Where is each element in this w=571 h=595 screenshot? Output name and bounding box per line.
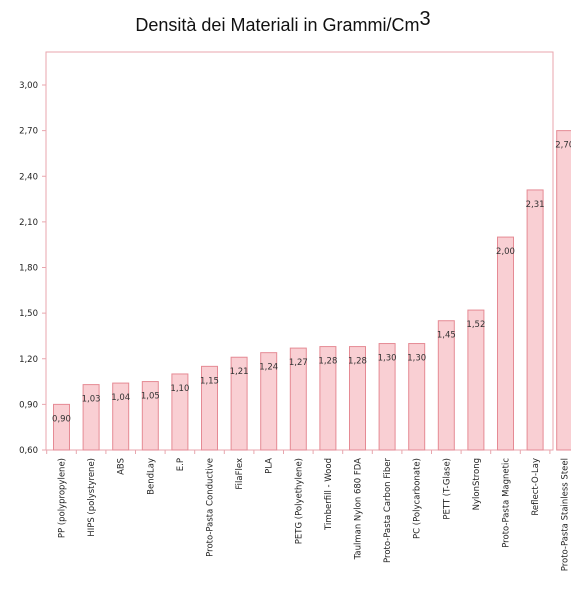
data-label: 1,30 [407,354,426,364]
x-category-label: Proto-Pasta Carbon Fiber [383,458,393,563]
data-label: 1,05 [141,392,160,402]
bar [437,320,455,451]
y-tick-label: 3,00 [19,81,38,91]
x-category-label: Taulman Nylon 680 FDA [354,458,364,561]
bar [526,189,544,451]
data-label: 1,21 [230,367,249,377]
x-category-label: PETG (Polyethylene) [294,458,304,544]
data-label: 2,31 [526,200,545,210]
y-tick-label: 1,80 [19,264,38,274]
y-axis: 0,60 0,90 1,20 1,50 1,80 2,10 2,40 2,70 3,00 [19,81,46,456]
data-label: 1,30 [378,354,397,364]
bar [82,384,100,451]
bar [260,352,278,451]
data-label: 0,90 [52,414,71,424]
y-tick-label: 1,20 [19,355,38,365]
y-tick-label: 0,60 [19,446,38,456]
bar [141,381,159,451]
x-category-label: Proto-Pasta Magnetic [502,458,512,548]
x-category-label: FilaFlex [235,458,245,490]
x-category-label: Timberfill - Wood [324,458,334,531]
x-category-label: NylonStrong [472,458,482,510]
x-category-label: ABS [117,458,127,475]
data-label: 1,15 [200,376,219,386]
data-label: 1,10 [170,384,189,394]
x-category-label: HIPS (polystyrene) [87,458,97,537]
chart-title-superscript: 3 [419,8,430,30]
data-label: 2,00 [496,247,515,257]
bar [171,373,189,451]
bar [201,365,218,451]
y-tick-label: 1,50 [19,309,38,319]
y-tick-label: 2,40 [19,172,38,182]
data-label: 1,28 [318,357,337,367]
bar [319,346,337,451]
bar [378,343,396,451]
data-label: 1,45 [437,331,456,341]
x-category-label: PC (Polycarbonate) [413,458,423,539]
x-category-label: Reflect-O-Lay [531,458,541,516]
bar [408,343,426,451]
chart-title: Densità dei Materiali in Grammi/Cm3 [135,8,430,35]
y-tick-label: 0,90 [19,400,38,410]
data-label: 1,28 [348,357,367,367]
y-tick-label: 2,10 [19,218,38,228]
x-category-label: PP (polypropylene) [58,458,68,538]
data-label: 1,03 [82,395,101,405]
bar [53,403,70,451]
x-category-label: Proto-Pasta Conductive [206,458,216,557]
bar [112,382,130,451]
data-label: 1,27 [289,358,308,368]
data-label: 1,24 [259,363,278,373]
bars-group: 0,90 1,03 1,04 1,05 1,10 1,15 1,21 1,24 1,27 1,28… [52,130,571,451]
x-category-label: Proto-Pasta Stainless Steel [561,458,571,571]
data-label: 2,70 [555,141,571,151]
x-axis: PP (polypropylene) HIPS (polystyrene) ABS B… [46,450,571,571]
data-label: 1,52 [466,320,485,330]
data-label: 1,04 [111,393,130,403]
y-tick-label: 2,70 [19,127,38,137]
bar [467,309,485,451]
bar [497,236,514,451]
x-category-label: E.P [176,458,186,471]
bar [289,347,307,451]
bar [556,130,571,451]
x-category-label: BendLay [146,458,156,495]
x-category-label: PETT (T-Glase) [442,458,452,520]
x-category-label: PLA [265,458,275,474]
bar [349,346,366,451]
bar [230,356,248,451]
